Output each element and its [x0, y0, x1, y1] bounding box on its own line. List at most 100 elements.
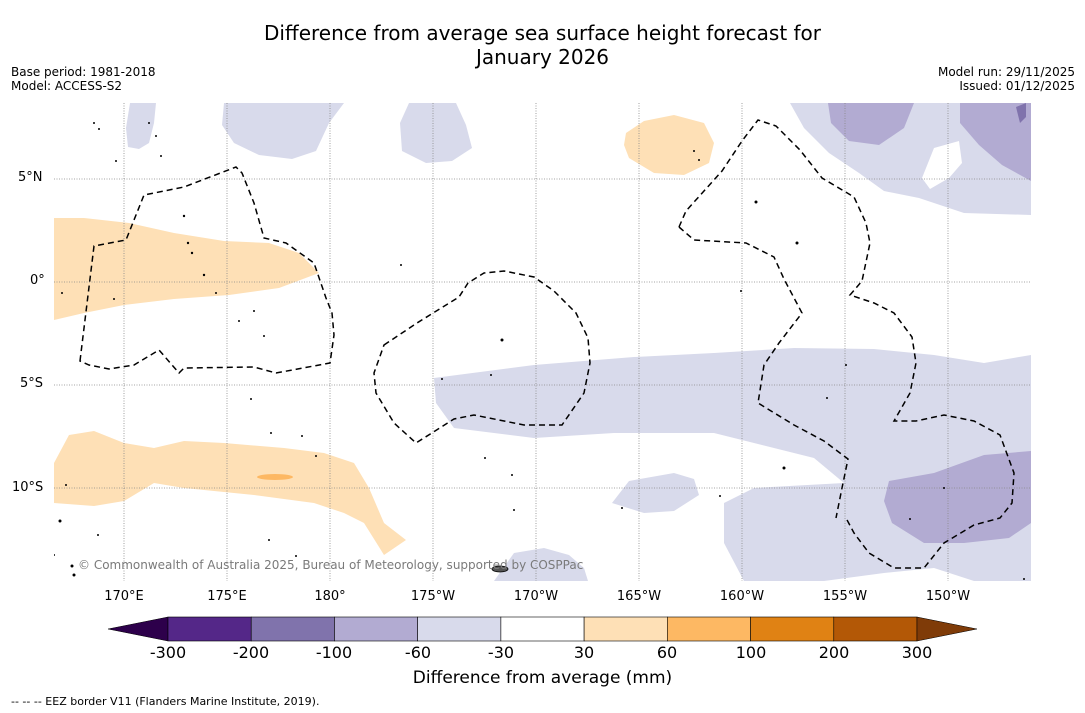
lon-label-180: 180° [314, 589, 346, 604]
island [155, 135, 157, 137]
island [698, 159, 700, 161]
lon-label-170w: 170°W [513, 589, 559, 604]
island [484, 457, 486, 459]
lat-label-5n: 5°N [18, 170, 43, 185]
island [826, 397, 828, 399]
colorbar-segment [833, 616, 918, 642]
island [441, 378, 443, 380]
island [270, 432, 272, 434]
island [268, 539, 270, 541]
island [301, 435, 303, 437]
shade-orange-west-equator [54, 218, 319, 320]
island [186, 241, 190, 245]
colorbar-tick: 100 [735, 643, 767, 662]
colorbar-segment [583, 616, 668, 642]
lon-label-175w: 175°W [410, 589, 456, 604]
colorbar-tick: 60 [656, 643, 678, 662]
island [253, 310, 255, 312]
island [490, 374, 492, 376]
island [621, 507, 623, 509]
island [719, 495, 721, 497]
island [315, 455, 317, 457]
eez-borders [79, 119, 1015, 569]
island [202, 273, 206, 277]
colorbar-segment [334, 616, 418, 642]
colorbar-over-arrow [916, 616, 978, 642]
island [65, 484, 67, 486]
lon-label-175e: 175°E [207, 589, 247, 604]
island [400, 264, 402, 266]
island [500, 338, 504, 342]
title-line-1: Difference from average sea surface heig… [263, 21, 822, 45]
island [754, 200, 758, 204]
island [909, 518, 911, 520]
island [845, 364, 847, 366]
island [295, 555, 297, 557]
shade-top-center [400, 103, 472, 163]
eez-footnote: -- -- -- EEZ border V11 (Flanders Marine… [11, 695, 320, 708]
lon-label-170e: 170°E [104, 589, 144, 604]
anomaly-light-orange [54, 115, 714, 555]
lat-label-0: 0° [30, 273, 45, 288]
island [160, 155, 162, 157]
gridlines [54, 103, 1031, 581]
shade-orange-top [624, 115, 714, 175]
copyright-notice: © Commonwealth of Australia 2025, Bureau… [78, 558, 584, 572]
island [740, 290, 742, 292]
model-name: Model: ACCESS-S2 [11, 79, 123, 93]
lon-label-155w: 155°W [822, 589, 868, 604]
colorbar-segment [667, 616, 751, 642]
colorbar-tick: -30 [487, 643, 515, 662]
island [491, 565, 509, 573]
lon-label-160w: 160°W [719, 589, 765, 604]
map-panel [54, 103, 1031, 581]
colorbar-segment [250, 616, 335, 642]
shade-mid-orange-spot [257, 474, 293, 480]
island [215, 292, 217, 294]
island [263, 335, 265, 337]
colorbar-tick: -300 [149, 643, 187, 662]
lat-label-5s: 5°S [20, 376, 44, 391]
island [238, 320, 240, 322]
eez-phoenix [373, 270, 591, 444]
colorbar-under-arrow [107, 616, 169, 642]
island [511, 474, 513, 476]
colorbar-label: Difference from average (mm) [412, 668, 673, 688]
chart-title: Difference from average sea surface heig… [0, 21, 1085, 69]
shade-dark-purple-spot [1016, 103, 1026, 123]
colorbar-tick: 200 [818, 643, 850, 662]
anomaly-mid-purple [828, 103, 1031, 543]
shade-mid-south-east [884, 451, 1031, 543]
colorbar-tick: 30 [573, 643, 595, 662]
base-period: Base period: 1981-2018 [11, 65, 156, 79]
island [115, 160, 117, 162]
island [693, 150, 695, 152]
island [182, 214, 186, 218]
island [795, 241, 799, 245]
eez-line-islands [678, 119, 1015, 569]
island [250, 398, 252, 400]
shade-top-left [126, 103, 156, 149]
shade-orange-south-west [54, 431, 406, 555]
meta-right: Model run: 29/11/2025 Issued: 01/12/2025 [938, 65, 1075, 93]
island [782, 466, 786, 470]
lat-label-10s: 10°S [12, 480, 44, 495]
islands [54, 122, 1025, 580]
shade-bottom-center [494, 548, 588, 581]
island [61, 292, 63, 294]
island [58, 519, 62, 523]
colorbar-segments [167, 616, 918, 642]
shade-mid-top-right-a [828, 103, 914, 145]
island [72, 573, 76, 577]
colorbar-segment [417, 616, 502, 642]
title-line-2: January 2026 [475, 45, 610, 69]
colorbar-tick: 300 [901, 643, 933, 662]
shade-mid-top-right-b [960, 103, 1031, 181]
colorbar-segment [500, 616, 585, 642]
island [113, 298, 115, 300]
island [148, 122, 150, 124]
island [943, 487, 945, 489]
colorbar-segment [750, 616, 835, 642]
shade-central-band [434, 348, 1031, 581]
island [70, 564, 74, 568]
